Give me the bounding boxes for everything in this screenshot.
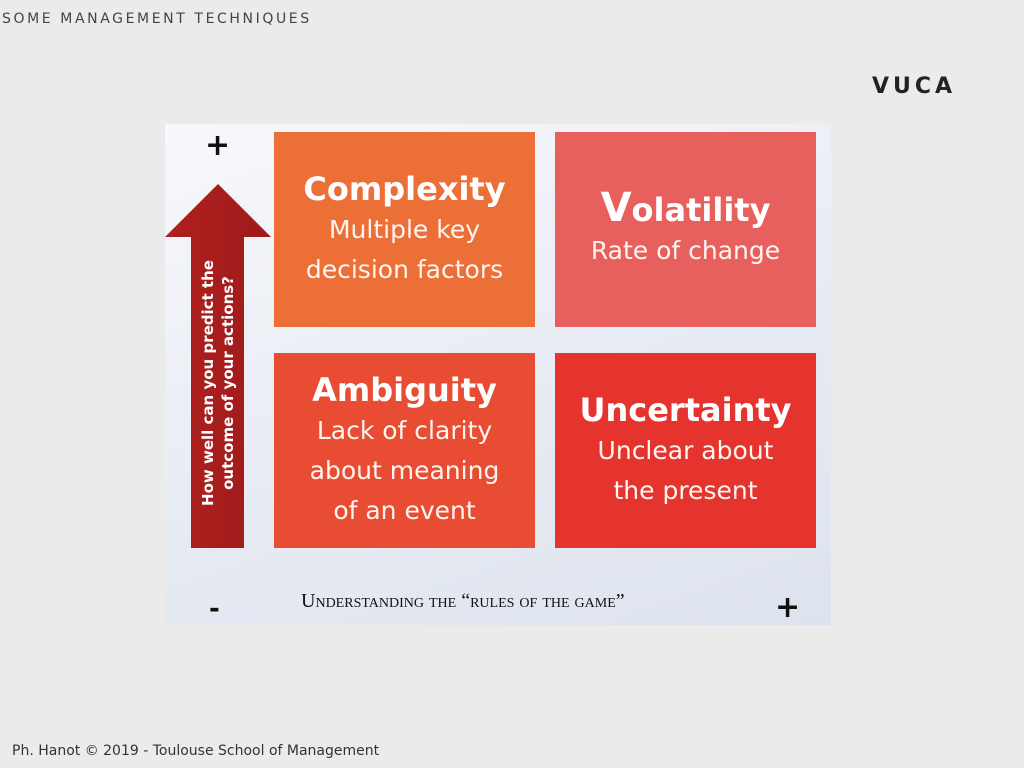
- vuca-diagram: + How well can you predict the outcome o…: [165, 124, 831, 625]
- tile-uncertainty: Uncertainty Unclear about the present: [555, 353, 816, 548]
- tile-ambiguity-desc-line3: of an event: [333, 495, 476, 525]
- tile-volatility-title: Volatility: [601, 188, 771, 229]
- section-header: SOME MANAGEMENT TECHNIQUES: [2, 11, 312, 27]
- x-axis-label-rest: nderstanding the “rules of the game”: [315, 590, 625, 612]
- y-axis-plus-sign: +: [205, 128, 231, 163]
- tile-ambiguity-desc-line1: Lack of clarity: [316, 415, 493, 445]
- tile-complexity: Complexity Multiple key decision factors: [274, 132, 535, 327]
- tile-complexity-title: Complexity: [303, 169, 506, 208]
- tile-complexity-desc-line1: Multiple key: [328, 214, 480, 244]
- y-axis-label-line2: outcome of your actions?: [219, 276, 237, 490]
- tile-uncertainty-desc-line2: the present: [613, 475, 758, 505]
- x-axis-plus-sign: +: [775, 590, 801, 625]
- tile-volatility: Volatility Rate of change: [555, 132, 816, 327]
- y-axis-label-line1: How well can you predict the: [199, 260, 217, 506]
- x-axis-label: Understanding the “rules of the game”: [301, 590, 625, 613]
- tile-uncertainty-title: Uncertainty: [579, 390, 792, 429]
- tile-volatility-desc-line1: Rate of change: [590, 235, 781, 265]
- tile-volatility-title-initial: V: [600, 184, 632, 231]
- tile-ambiguity-title: Ambiguity: [312, 370, 497, 409]
- up-arrow-icon: [165, 184, 271, 548]
- tile-volatility-title-rest: olatility: [631, 190, 771, 229]
- tile-complexity-desc-line2: decision factors: [305, 254, 504, 284]
- y-axis-label: How well can you predict the outcome of …: [198, 243, 238, 523]
- x-axis-minus-sign: -: [209, 594, 220, 624]
- footer-credit: Ph. Hanot © 2019 - Toulouse School of Ma…: [12, 743, 380, 759]
- tile-ambiguity-desc-line2: about meaning: [309, 455, 500, 485]
- x-axis-label-initial: U: [301, 590, 316, 612]
- slide-title: VUCA: [872, 74, 957, 99]
- tile-uncertainty-desc-line1: Unclear about: [597, 435, 774, 465]
- tile-ambiguity: Ambiguity Lack of clarity about meaning …: [274, 353, 535, 548]
